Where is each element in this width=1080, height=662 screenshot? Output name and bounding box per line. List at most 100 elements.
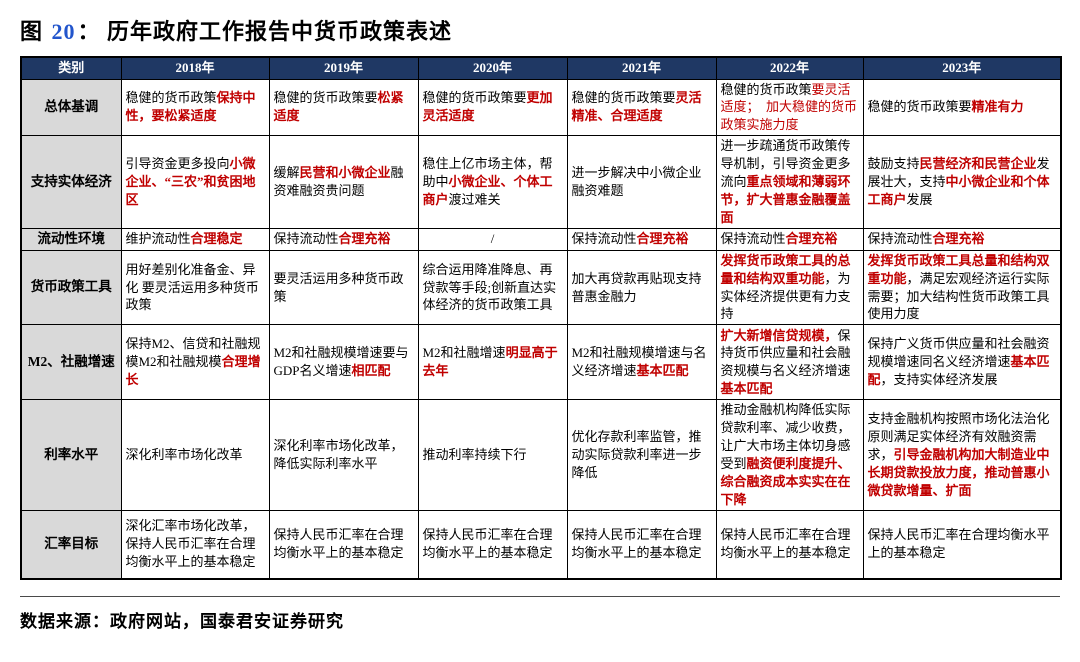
policy-cell: 保持流动性合理充裕 — [566, 228, 717, 251]
policy-cell: 保持人民币汇率在合理均衡水平上的基本稳定 — [417, 510, 568, 579]
policy-cell: 保持M2、信贷和社融规模M2和社融规模合理增长 — [120, 324, 270, 401]
text-segment: 保持流动性 — [571, 231, 637, 247]
policy-cell: M2和社融规模增速要与GDP名义增速相匹配 — [268, 324, 419, 401]
figure-title: 图 20： 历年政府工作报告中货币政策表述 — [20, 14, 1060, 46]
policy-cell: 保持流动性合理充裕 — [268, 228, 419, 251]
text-segment: 深化汇率市场化改革，保持人民币汇率在合理均衡水平上的基本稳定 — [125, 518, 256, 570]
emphasis-text-segment: 精准有力 — [971, 99, 1024, 115]
text-segment: 保持人民币汇率在合理均衡水平上的基本稳定 — [867, 527, 1050, 561]
table-row: M2、社融增速 保持M2、信贷和社融规模M2和社融规模合理增长 M2和社融规模增速要… — [20, 324, 1062, 401]
policy-cell: 发挥货币政策工具的总量和结构双重功能，为实体经济提供更有力支持 — [715, 249, 864, 326]
text-segment: 保持货币供应量和社会融资规模与名义经济增速 — [720, 327, 851, 379]
text-segment: 融资难融资贵问题 — [273, 165, 404, 199]
policy-cell: 保持广义货币供应量和社会融资规模增速同名义经济增速基本匹配，支持实体经济发展 — [862, 324, 1062, 401]
text-segment: 稳健的货币政策要 — [422, 90, 527, 106]
emphasis-text-segment: 更加灵活适度 — [422, 90, 553, 124]
policy-cell: 缓解民营和小微企业融资难融资贵问题 — [268, 135, 419, 229]
emphasis-text-segment: 相匹配 — [351, 363, 391, 379]
text-segment: M2和社融规模增速与名义经济增速 — [571, 345, 707, 379]
text-segment: 缓解 — [273, 165, 300, 181]
policy-cell: 稳健的货币政策要灵活适度； 加大稳健的货币政策实施力度 — [715, 78, 864, 137]
policy-cell: 保持人民币汇率在合理均衡水平上的基本稳定 — [566, 510, 717, 579]
text-segment: 保持人民币汇率在合理均衡水平上的基本稳定 — [422, 527, 553, 561]
text-segment: 稳健的货币政策 — [720, 81, 812, 97]
text-segment: 进一步疏通货币政策传导机制，引导资金更多流向 — [720, 138, 851, 190]
emphasis-text-segment: 发挥货币政策工具总量和结构双重功能 — [867, 252, 1050, 286]
emphasis-text-segment: 合理增长 — [125, 354, 261, 388]
text-segment: 推动利率持续下行 — [422, 447, 527, 463]
text-segment: 优化存款利率监管，推动实际贷款利率进一步降低 — [571, 429, 702, 481]
emphasis-text-segment: 扩大新增信贷规模， — [720, 327, 838, 343]
policy-cell: 保持人民币汇率在合理均衡水平上的基本稳定 — [268, 510, 419, 579]
column-header-category: 类别 — [20, 56, 122, 80]
text-segment: 保持流动性 — [867, 231, 933, 247]
policy-cell: 保持人民币汇率在合理均衡水平上的基本稳定 — [715, 510, 864, 579]
text-segment: 深化利率市场化改革 — [125, 447, 243, 463]
text-segment: 发展 — [906, 192, 933, 208]
policy-cell: 要灵活运用多种货币政策 — [268, 249, 419, 326]
text-segment: 用好差别化准备金、异化 要灵活运用多种货币政策 — [125, 261, 259, 313]
table-row: 汇率目标 深化汇率市场化改革，保持人民币汇率在合理均衡水平上的基本稳定 保持人民币汇… — [20, 510, 1062, 579]
emphasis-text-segment: 民营和小微企业 — [299, 165, 391, 181]
policy-cell: 发挥货币政策工具总量和结构双重功能，满足宏观经济运行实际需要；加大结构性货币政策… — [862, 249, 1062, 326]
column-header-year: 2019年 — [268, 56, 419, 80]
policy-cell: 稳健的货币政策保持中性，要松紧适度 — [120, 78, 270, 137]
policy-cell: 稳健的货币政策要松紧适度 — [268, 78, 419, 137]
policy-cell: 进一步解决中小微企业融资难题 — [566, 135, 717, 229]
report-page: 图 20： 历年政府工作报告中货币政策表述 类别 2018年 2019年 2020年 2… — [20, 14, 1062, 631]
policy-cell: 进一步疏通货币政策传导机制，引导资金更多流向重点领域和薄弱环节，扩大普惠金融覆盖… — [715, 135, 864, 229]
policy-cell: 稳健的货币政策要精准有力 — [862, 78, 1062, 137]
policy-cell: 深化利率市场化改革，降低实际利率水平 — [268, 399, 419, 511]
text-segment: 稳健的货币政策要 — [571, 90, 676, 106]
policy-cell: 稳住上亿市场主体，帮助中小微企业、个体工商户渡过难关 — [417, 135, 568, 229]
emphasis-text-segment: 松紧适度 — [273, 90, 404, 124]
policy-cell: 推动利率持续下行 — [417, 399, 568, 511]
table-row: 货币政策工具 用好差别化准备金、异化 要灵活运用多种货币政策 要灵活运用多种货币政策… — [20, 249, 1062, 326]
policy-cell: 用好差别化准备金、异化 要灵活运用多种货币政策 — [120, 249, 270, 326]
emphasis-text-segment: 民营经济和民营企业 — [919, 156, 1037, 172]
data-source: 数据来源：政府网站，国泰君安证券研究 — [20, 611, 344, 631]
policy-cell: M2和社融增速明显高于去年 — [417, 324, 568, 401]
text-segment: 保持人民币汇率在合理均衡水平上的基本稳定 — [571, 527, 702, 561]
emphasis-text-segment: 发挥货币政策工具的总量和结构双重功能 — [720, 252, 851, 286]
text-segment: 稳住上亿市场主体，帮助中 — [422, 156, 553, 190]
text-segment: 保持人民币汇率在合理均衡水平上的基本稳定 — [273, 527, 404, 561]
text-segment: 渡过难关 — [448, 192, 501, 208]
table-header-row: 类别 2018年 2019年 2020年 2021年 2022年 2023年 — [20, 56, 1062, 80]
emphasis-text-segment: 基本匹配 — [867, 354, 1050, 388]
emphasis-text-segment: 合理充裕 — [338, 231, 391, 247]
text-segment: ，支持实体经济发展 — [880, 372, 998, 388]
policy-cell: 稳健的货币政策要灵活精准、合理适度 — [566, 78, 717, 137]
emphasis-text-segment: 合理充裕 — [932, 231, 985, 247]
text-segment: 发展壮大，支持 — [867, 156, 1050, 190]
emphasis-text-segment: 重点领域和薄弱环节，扩大普惠金融覆盖面 — [720, 174, 851, 226]
text-segment: 深化利率市场化改革，降低实际利率水平 — [273, 438, 404, 472]
column-header-year: 2020年 — [417, 56, 568, 80]
policy-cell: 引导资金更多投向小微企业、“三农”和贫困地区 — [120, 135, 270, 229]
policy-cell: 加大再贷款再贴现支持普惠金融力 — [566, 249, 717, 326]
column-header-year: 2021年 — [566, 56, 717, 80]
text-segment: 保持M2、信贷和社融规模M2和社融规模 — [125, 336, 261, 370]
row-category-label: 总体基调 — [20, 78, 122, 137]
column-header-year: 2018年 — [120, 56, 270, 80]
policy-cell: 保持人民币汇率在合理均衡水平上的基本稳定 — [862, 510, 1062, 579]
policy-cell: 保持流动性合理充裕 — [715, 228, 864, 251]
text-segment: 加大再贷款再贴现支持普惠金融力 — [571, 270, 702, 304]
text-segment: 推动金融机构降低实际贷款利率、减少收费，让广大市场主体切身感受到 — [720, 402, 851, 472]
emphasis-text-segment: 合理充裕 — [636, 231, 689, 247]
text-segment: 稳健的货币政策要 — [273, 90, 378, 106]
text-segment: 综合运用降准降息、再贷款等手段;创新直达实体经济的货币政策工具 — [422, 261, 557, 313]
emphasis-text-segment: 要灵活适度； 加大稳健的货币政策实施力度 — [720, 81, 858, 133]
text-segment: 保持广义货币供应量和社会融资规模增速同名义经济增速 — [867, 336, 1050, 370]
emphasis-text-segment: 引导金融机构加大制造业中长期贷款投放力度，推动普惠小微贷款增量、扩面 — [867, 447, 1050, 499]
table-row: 支持实体经济 引导资金更多投向小微企业、“三农”和贫困地区 缓解民营和小微企业融资难… — [20, 135, 1062, 229]
monetary-policy-table: 类别 2018年 2019年 2020年 2021年 2022年 2023年 总体基调 稳健的… — [20, 56, 1062, 580]
policy-cell: 扩大新增信贷规模，保持货币供应量和社会融资规模与名义经济增速基本匹配 — [715, 324, 864, 401]
text-segment: / — [490, 231, 495, 247]
emphasis-text-segment: 灵活精准、合理适度 — [571, 90, 702, 124]
figure-title-text: 历年政府工作报告中货币政策表述 — [107, 19, 453, 44]
text-segment: ，满足宏观经济运行实际需要；加大结构性货币政策工具使用力度 — [867, 270, 1050, 322]
text-segment: M2和社融增速 — [422, 345, 506, 361]
footer-divider — [20, 595, 1060, 597]
text-segment: 稳健的货币政策要 — [867, 99, 972, 115]
